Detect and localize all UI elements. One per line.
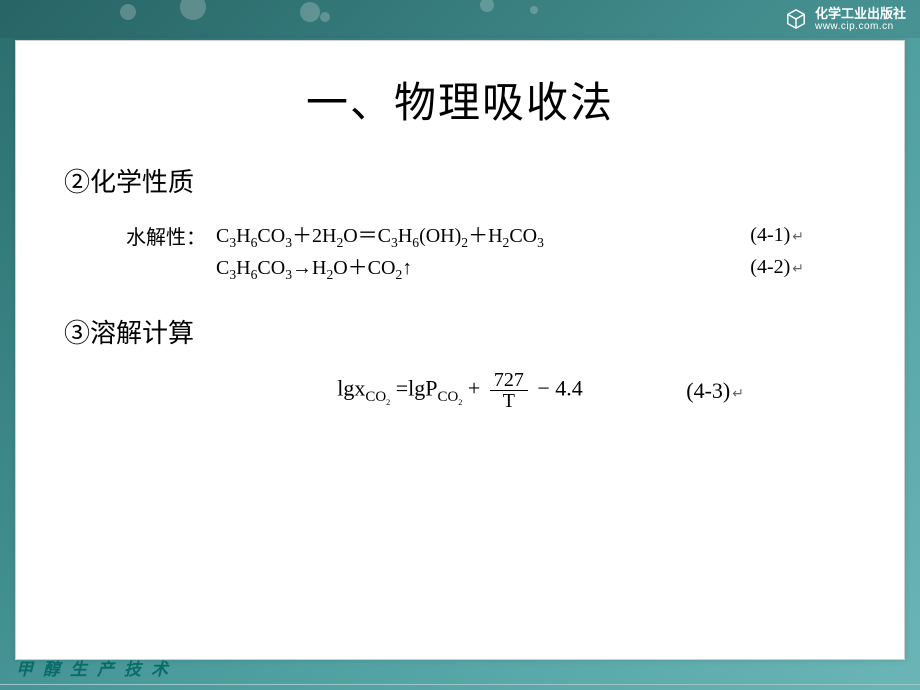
publisher-cube-icon [785,8,807,30]
publisher-url: www.cip.com.cn [815,22,906,32]
footer-text: 甲醇生产技术 [16,655,178,680]
fraction: 727 T [490,370,528,411]
equation-body: C3H6CO3＋2H2O＝C3H6(OH)2＋H2CO3 [216,219,544,251]
equation-number: (4-1)↵ [750,224,864,247]
slide-panel: 一、物理吸收法 ②化学性质 水解性： C3H6CO3＋2H2O＝C3H6(OH)… [15,40,905,660]
equation-4-3: lgxCO2 =lgPCO2 + 727 T − 4.4 (4-3)↵ [56,370,864,411]
equation-group-label: 水解性： [126,221,216,250]
equation-number: (4-3)↵ [686,378,744,404]
top-header: 化学工业出版社 www.cip.com.cn [0,0,920,38]
page-title: 一、物理吸收法 [56,69,864,130]
equation-number: (4-2)↵ [750,256,864,279]
section-heading-chemical: ②化学性质 [64,162,864,199]
hydrolysis-equations: 水解性： C3H6CO3＋2H2O＝C3H6(OH)2＋H2CO3 (4-1)↵… [126,219,864,283]
equation-body: C3H6CO3→H2O＋CO2↑ [216,251,412,283]
footer: 甲醇生产技术 [16,655,178,680]
equation-body: lgxCO2 =lgPCO2 + 727 T − 4.4 [337,370,583,411]
equation-4-2: C3H6CO3→H2O＋CO2↑ (4-2)↵ [126,251,864,283]
footer-divider [0,684,920,685]
publisher-name: 化学工业出版社 [815,7,906,20]
publisher-block: 化学工业出版社 www.cip.com.cn [785,7,906,32]
section-heading-dissolution: ③溶解计算 [64,313,864,350]
equation-4-1: 水解性： C3H6CO3＋2H2O＝C3H6(OH)2＋H2CO3 (4-1)↵ [126,219,864,251]
